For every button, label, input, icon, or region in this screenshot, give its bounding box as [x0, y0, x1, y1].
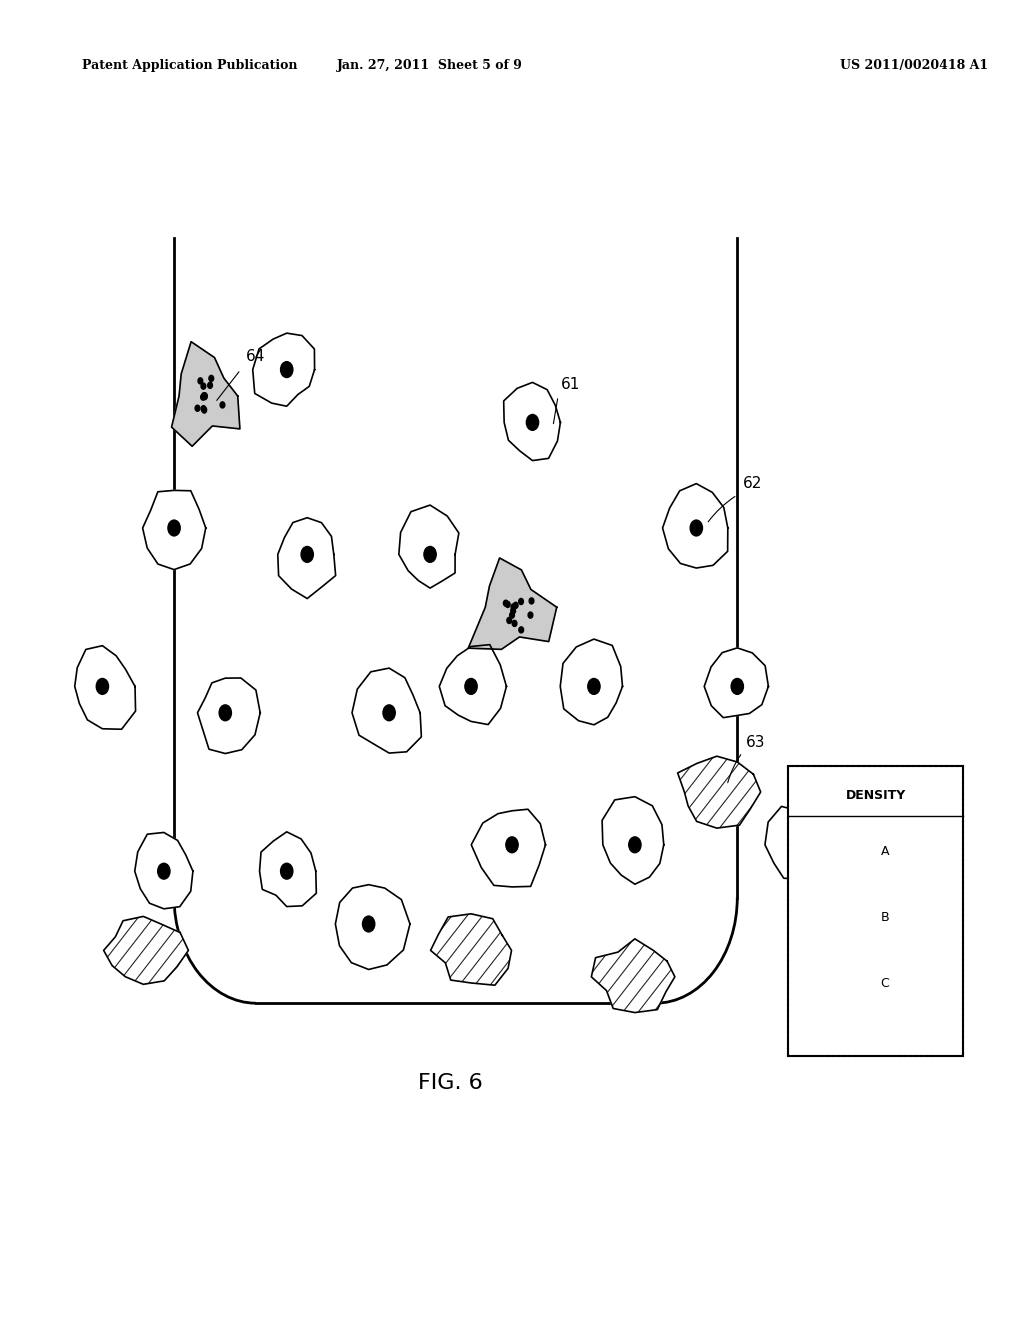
Text: Jan. 27, 2011  Sheet 5 of 9: Jan. 27, 2011 Sheet 5 of 9 — [337, 59, 523, 73]
Circle shape — [825, 995, 827, 998]
Polygon shape — [504, 383, 560, 461]
Circle shape — [526, 414, 539, 430]
Circle shape — [383, 705, 395, 721]
Circle shape — [506, 837, 518, 853]
Polygon shape — [336, 884, 410, 969]
Polygon shape — [278, 517, 336, 598]
Circle shape — [201, 405, 206, 412]
Circle shape — [507, 618, 512, 623]
Circle shape — [281, 863, 293, 879]
Polygon shape — [135, 833, 193, 908]
Text: US 2011/0020418 A1: US 2011/0020418 A1 — [840, 59, 988, 73]
Polygon shape — [352, 668, 422, 754]
Polygon shape — [253, 333, 314, 407]
Polygon shape — [75, 645, 135, 729]
Polygon shape — [468, 558, 557, 649]
Text: 64: 64 — [246, 350, 265, 364]
Circle shape — [201, 383, 206, 389]
Circle shape — [511, 603, 516, 610]
Circle shape — [196, 405, 200, 412]
Circle shape — [219, 705, 231, 721]
Circle shape — [519, 598, 523, 605]
Text: Patent Application Publication: Patent Application Publication — [82, 59, 297, 73]
Circle shape — [731, 678, 743, 694]
Circle shape — [512, 620, 517, 627]
Polygon shape — [439, 644, 507, 725]
Circle shape — [528, 612, 532, 618]
Polygon shape — [398, 506, 459, 589]
Text: C: C — [881, 977, 890, 990]
Circle shape — [690, 520, 702, 536]
Circle shape — [841, 985, 844, 989]
Circle shape — [840, 977, 843, 981]
Circle shape — [510, 612, 514, 618]
Text: A: A — [881, 845, 889, 858]
Circle shape — [793, 837, 805, 853]
Circle shape — [202, 407, 207, 413]
Circle shape — [168, 520, 180, 536]
Text: 62: 62 — [742, 477, 762, 491]
Circle shape — [830, 986, 834, 989]
Circle shape — [201, 395, 206, 400]
Circle shape — [301, 546, 313, 562]
Polygon shape — [602, 797, 664, 884]
Circle shape — [504, 601, 508, 606]
Circle shape — [209, 375, 214, 381]
Text: 61: 61 — [561, 378, 581, 392]
Circle shape — [828, 982, 831, 986]
Polygon shape — [172, 342, 240, 446]
Circle shape — [830, 983, 834, 986]
Bar — [788, 766, 963, 1056]
Circle shape — [511, 607, 515, 614]
Text: DENSITY: DENSITY — [846, 789, 905, 803]
Polygon shape — [591, 939, 675, 1012]
Circle shape — [629, 837, 641, 853]
Circle shape — [505, 602, 510, 607]
Polygon shape — [814, 825, 848, 882]
Circle shape — [834, 966, 837, 970]
Text: FIG. 6: FIG. 6 — [418, 1073, 483, 1093]
Polygon shape — [807, 899, 854, 937]
Polygon shape — [430, 913, 512, 985]
FancyBboxPatch shape — [788, 766, 963, 1056]
Polygon shape — [103, 916, 188, 985]
Circle shape — [203, 393, 207, 399]
Circle shape — [519, 627, 523, 632]
Circle shape — [817, 989, 820, 991]
Circle shape — [220, 401, 225, 408]
Circle shape — [529, 598, 534, 605]
Circle shape — [208, 383, 212, 388]
Circle shape — [819, 983, 822, 987]
Circle shape — [825, 846, 834, 857]
Polygon shape — [560, 639, 623, 725]
Circle shape — [281, 362, 293, 378]
Polygon shape — [765, 807, 826, 879]
Circle shape — [202, 392, 207, 399]
Text: B: B — [881, 911, 889, 924]
Polygon shape — [142, 491, 206, 570]
Circle shape — [198, 378, 203, 384]
Polygon shape — [259, 832, 316, 907]
Circle shape — [825, 985, 828, 989]
Circle shape — [362, 916, 375, 932]
Circle shape — [465, 678, 477, 694]
Polygon shape — [678, 756, 761, 828]
Polygon shape — [705, 648, 768, 718]
Circle shape — [158, 863, 170, 879]
Text: 63: 63 — [745, 735, 765, 750]
Circle shape — [823, 993, 826, 997]
Circle shape — [424, 546, 436, 562]
Polygon shape — [663, 483, 728, 568]
Circle shape — [831, 990, 834, 994]
Polygon shape — [198, 678, 260, 754]
Circle shape — [203, 393, 207, 400]
Circle shape — [96, 678, 109, 694]
Circle shape — [513, 602, 518, 609]
Polygon shape — [808, 953, 856, 1008]
Polygon shape — [471, 809, 546, 887]
Circle shape — [588, 678, 600, 694]
